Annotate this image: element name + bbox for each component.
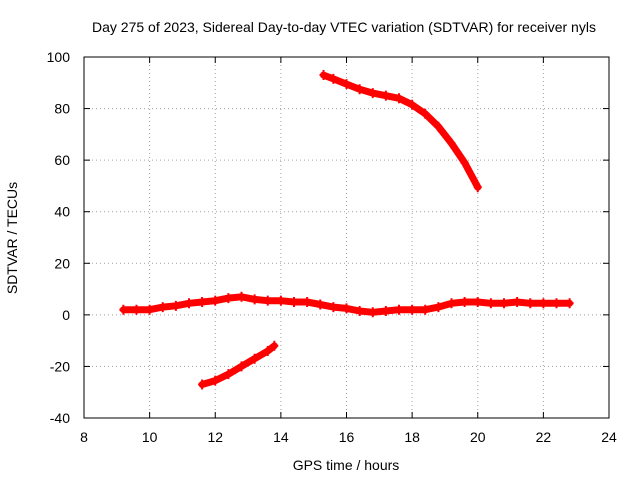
data-point [421, 108, 430, 119]
data-point [408, 99, 417, 110]
data-point [119, 304, 128, 315]
y-tick-label: 40 [54, 204, 70, 220]
data-point [224, 369, 233, 380]
x-tick-label: 8 [80, 429, 88, 445]
data-point [447, 298, 456, 309]
data-point [198, 379, 207, 390]
data-point [145, 304, 154, 315]
y-tick-label: 60 [54, 152, 70, 168]
x-tick-label: 24 [601, 429, 617, 445]
data-point [486, 298, 495, 309]
data-point [355, 84, 364, 95]
data-point [460, 157, 469, 168]
x-tick-label: 10 [142, 429, 158, 445]
data-point [434, 302, 443, 313]
data-point [342, 79, 351, 90]
y-tick-label: 20 [54, 255, 70, 271]
data-point [408, 304, 417, 315]
y-tick-label: 100 [47, 49, 71, 65]
data-point [237, 361, 246, 372]
data-point [290, 296, 298, 307]
data-point [368, 307, 377, 318]
chart-title: Day 275 of 2023, Sidereal Day-to-day VTE… [92, 19, 596, 35]
data-point [211, 295, 220, 306]
data-point [329, 73, 338, 84]
data-point [224, 293, 233, 304]
data-point [158, 302, 167, 313]
data-point [381, 90, 390, 101]
data-point [276, 295, 285, 306]
y-tick-label: 0 [62, 307, 70, 323]
data-point [319, 70, 328, 81]
x-tick-label: 12 [207, 429, 223, 445]
data-point [250, 294, 259, 305]
data-point [132, 304, 141, 315]
data-point [395, 304, 403, 315]
ticks: 8 10 12 14 16 18 20 22 24 -40 -20 0 20 40 60 80 100 [47, 49, 617, 445]
data-point [355, 305, 364, 316]
data-point [500, 298, 508, 309]
y-tick-label: -40 [50, 410, 70, 426]
y-tick-label: 80 [54, 101, 70, 117]
data-point [270, 340, 279, 351]
data-point [198, 296, 207, 307]
data-point [263, 295, 272, 306]
data-point [237, 291, 246, 302]
data-point [421, 304, 430, 315]
series-group [119, 70, 574, 390]
series-line-upper-arc [320, 71, 482, 191]
data-point [539, 298, 548, 309]
data-point [473, 182, 482, 193]
data-point [526, 298, 535, 309]
data-point [263, 345, 272, 356]
data-point [552, 298, 561, 309]
y-tick-label: -20 [50, 358, 70, 374]
series-line-lower-arc [198, 342, 278, 388]
data-point [368, 88, 377, 99]
x-tick-label: 20 [470, 429, 486, 445]
x-tick-label: 18 [404, 429, 420, 445]
data-point [316, 299, 325, 310]
x-tick-label: 22 [536, 429, 552, 445]
data-point [513, 296, 522, 307]
x-tick-label: 16 [339, 429, 355, 445]
data-point [460, 296, 469, 307]
data-point [473, 296, 482, 307]
data-point [395, 93, 403, 104]
data-point [329, 302, 338, 313]
data-point [565, 298, 574, 309]
x-axis-label: GPS time / hours [293, 457, 400, 473]
y-axis-label: SDTVAR / TECUs [4, 182, 20, 294]
data-point [434, 121, 443, 132]
data-point [381, 305, 390, 316]
data-point [185, 298, 193, 309]
data-point [250, 353, 259, 364]
data-point [342, 303, 351, 314]
x-tick-label: 14 [273, 429, 289, 445]
data-point [211, 375, 220, 386]
grid [84, 57, 609, 418]
data-point [171, 300, 180, 311]
data-point [303, 296, 312, 307]
data-point [447, 138, 456, 149]
